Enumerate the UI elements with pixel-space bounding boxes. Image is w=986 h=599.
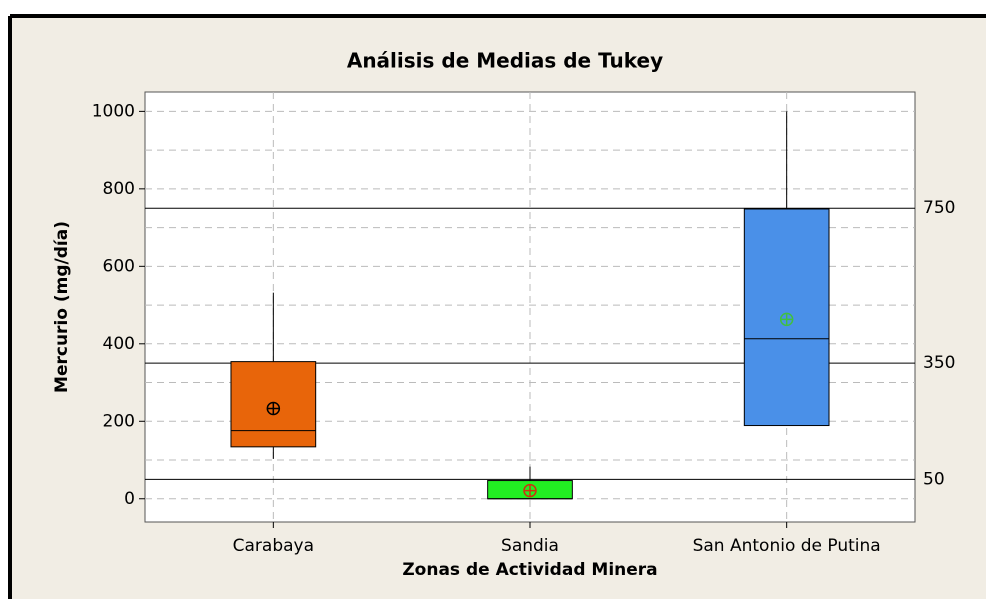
reference-label: 350 <box>923 353 955 373</box>
reference-label: 750 <box>923 198 955 218</box>
y-tick-label: 600 <box>103 256 135 276</box>
y-axis-label: Mercurio (mg/día) <box>52 221 72 393</box>
y-tick-label: 200 <box>103 411 135 431</box>
chart-title: Análisis de Medias de Tukey <box>347 49 663 73</box>
x-tick-label: San Antonio de Putina <box>693 536 881 556</box>
x-tick-label: Sandia <box>501 536 559 556</box>
y-tick-label: 800 <box>103 179 135 199</box>
y-tick-label: 0 <box>124 489 135 509</box>
mean-cross <box>780 313 793 326</box>
mean-cross <box>267 402 280 415</box>
reference-label: 50 <box>923 469 945 489</box>
mean-cross <box>524 484 536 497</box>
x-tick-label: Carabaya <box>233 536 314 556</box>
x-axis-label: Zonas de Actividad Minera <box>402 560 657 580</box>
y-tick-label: 400 <box>103 334 135 354</box>
y-tick-label: 1000 <box>92 101 135 121</box>
